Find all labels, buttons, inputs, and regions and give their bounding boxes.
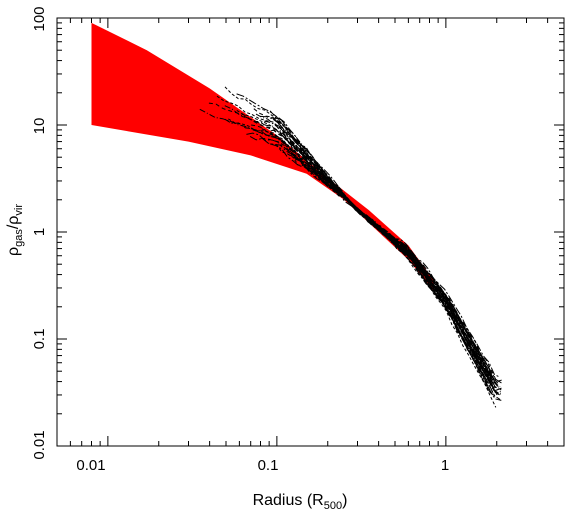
x-tick-label: 0.1 [258, 457, 279, 474]
profile-line [269, 143, 501, 400]
x-tick-label: 1 [441, 457, 449, 474]
profile-line [216, 95, 497, 393]
profile-line [249, 135, 492, 394]
profile-line [241, 115, 494, 389]
y-tick-label: 10 [31, 118, 48, 135]
profile-line [246, 132, 495, 398]
profile-line [290, 135, 503, 382]
profile-line [261, 137, 495, 391]
y-tick-label: 100 [31, 6, 48, 31]
plot-area [91, 22, 503, 408]
plot-frame [56, 17, 565, 447]
profile-line [292, 154, 501, 395]
profile-line [275, 144, 497, 408]
profile-line [286, 138, 491, 374]
x-tick-label: 0.01 [76, 457, 105, 474]
y-tick-label: 0.1 [31, 329, 48, 350]
x-axis-label: Radius (R500) [253, 492, 348, 512]
profile-line [289, 150, 489, 390]
profile-line [252, 129, 489, 384]
profile-line [260, 115, 497, 384]
profile-line [270, 116, 501, 392]
y-axis-label: ρgas/ρvir [5, 204, 25, 256]
profile-line [278, 117, 501, 378]
y-tick-label: 1 [31, 228, 48, 236]
profile-line [288, 154, 488, 384]
red-band [91, 22, 434, 292]
profile-line [270, 134, 501, 394]
y-tick-label: 0.01 [31, 430, 48, 459]
